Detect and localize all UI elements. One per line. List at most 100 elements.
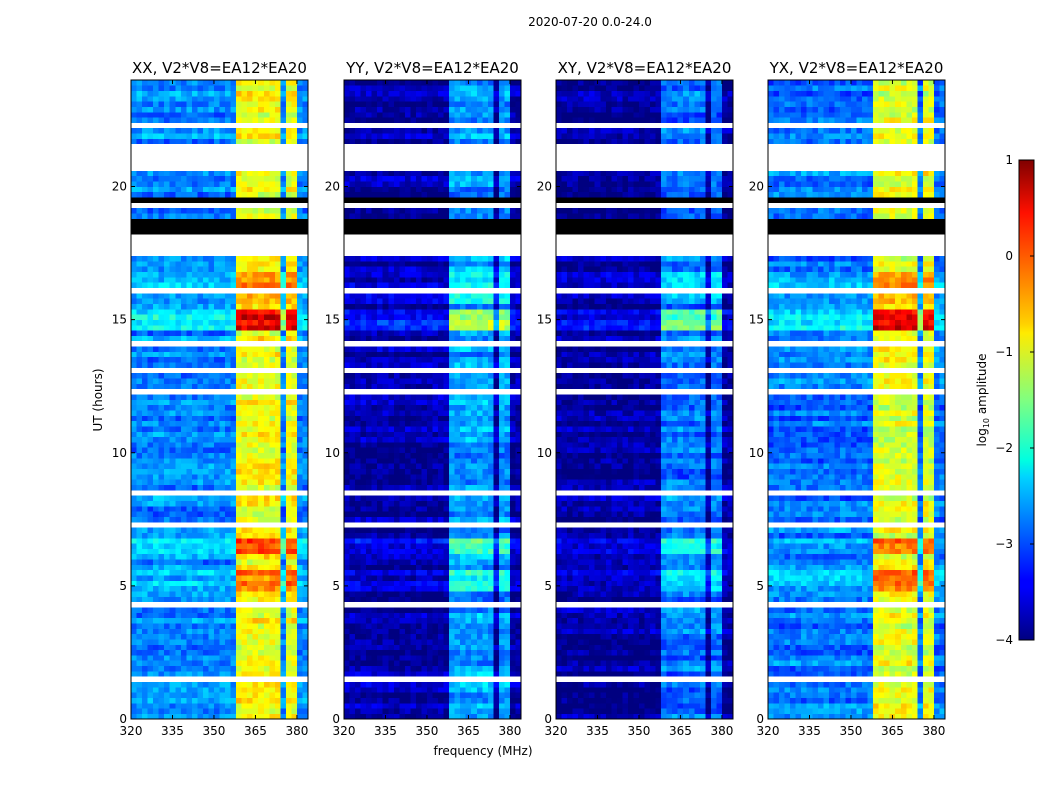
- heatmap-cell: [147, 639, 154, 645]
- heatmap-cell: [219, 692, 226, 699]
- heatmap-cell: [285, 122, 292, 129]
- heatmap-cell: [258, 697, 265, 704]
- heatmap-cell: [213, 138, 220, 145]
- heatmap-cell: [219, 394, 226, 400]
- heatmap-cell: [175, 623, 182, 629]
- heatmap-cell: [219, 468, 226, 475]
- heatmap-cell: [186, 308, 193, 315]
- heatmap-cell: [197, 447, 204, 454]
- heatmap-cell: [225, 484, 231, 491]
- heatmap-cell: [360, 564, 367, 571]
- heatmap-cell: [269, 703, 276, 709]
- heatmap-cell: [274, 378, 281, 384]
- heatmap-cell: [280, 229, 287, 235]
- heatmap-cell: [136, 655, 143, 661]
- heatmap-cell: [230, 681, 237, 688]
- heatmap-cell: [498, 639, 505, 645]
- heatmap-cell: [158, 564, 165, 571]
- heatmap-cell: [280, 426, 287, 432]
- heatmap-cell: [136, 324, 143, 331]
- heatmap-cell: [131, 607, 137, 613]
- heatmap-cell: [197, 665, 204, 672]
- heatmap-cell: [285, 479, 292, 486]
- heatmap-cell: [355, 553, 361, 560]
- heatmap-cell: [131, 324, 137, 331]
- heatmap-cell: [263, 692, 270, 699]
- heatmap-cell: [180, 495, 187, 501]
- heatmap-cell: [302, 372, 309, 379]
- heatmap-cell: [236, 644, 242, 651]
- heatmap-cell: [274, 340, 281, 347]
- heatmap-cell: [269, 596, 276, 603]
- heatmap-cell: [263, 426, 270, 432]
- heatmap-cell: [136, 330, 143, 336]
- heatmap-cell: [236, 665, 242, 672]
- heatmap-cell: [180, 159, 187, 166]
- heatmap-cell: [388, 660, 395, 667]
- heatmap-cell: [274, 623, 281, 629]
- heatmap-cell: [180, 708, 187, 714]
- heatmap-cell: [487, 639, 494, 645]
- heatmap-cell: [208, 133, 215, 139]
- heatmap-cell: [366, 713, 372, 720]
- heatmap-cell: [186, 250, 193, 257]
- heatmap-cell: [247, 607, 253, 613]
- heatmap-cell: [355, 617, 361, 624]
- heatmap-cell: [236, 521, 242, 528]
- heatmap-cell: [252, 154, 259, 161]
- heatmap-cell: [291, 474, 298, 480]
- heatmap-cell: [349, 564, 356, 571]
- heatmap-cell: [202, 697, 209, 704]
- heatmap-cell: [180, 202, 187, 209]
- heatmap-cell: [291, 681, 298, 688]
- heatmap-cell: [302, 660, 309, 667]
- heatmap-cell: [382, 660, 389, 667]
- heatmap-cell: [236, 569, 242, 576]
- heatmap-cell: [247, 474, 253, 480]
- heatmap-cell: [360, 633, 367, 640]
- heatmap-cell: [285, 575, 292, 581]
- heatmap-cell: [388, 601, 395, 608]
- heatmap-cell: [302, 463, 309, 470]
- heatmap-cell: [225, 394, 231, 400]
- heatmap-cell: [186, 644, 193, 651]
- heatmap-cell: [158, 111, 165, 118]
- heatmap-cell: [258, 85, 265, 91]
- heatmap-cell: [274, 399, 281, 406]
- heatmap-cell: [197, 697, 204, 704]
- heatmap-cell: [296, 197, 303, 203]
- heatmap-cell: [269, 388, 276, 395]
- heatmap-cell: [202, 202, 209, 209]
- heatmap-cell: [302, 617, 309, 624]
- heatmap-cell: [147, 335, 154, 342]
- heatmap-cell: [443, 687, 450, 693]
- heatmap-cell: [191, 255, 198, 262]
- heatmap-cell: [252, 340, 259, 347]
- heatmap-cell: [410, 692, 417, 699]
- heatmap-cell: [291, 490, 298, 496]
- heatmap-cell: [426, 575, 433, 581]
- heatmap-cell: [241, 191, 248, 198]
- heatmap-cell: [158, 410, 165, 416]
- heatmap-cell: [131, 506, 137, 512]
- heatmap-cell: [302, 399, 309, 406]
- heatmap-cell: [131, 484, 137, 491]
- heatmap-cell: [175, 95, 182, 102]
- heatmap-cell: [136, 436, 143, 443]
- heatmap-cell: [241, 671, 248, 677]
- heatmap-cell: [252, 585, 259, 592]
- heatmap-cell: [498, 655, 505, 661]
- heatmap-cell: [136, 495, 143, 501]
- heatmap-cell: [415, 633, 422, 640]
- heatmap-cell: [180, 191, 187, 198]
- heatmap-cell: [302, 319, 309, 326]
- heatmap-cell: [197, 308, 204, 315]
- heatmap-cell: [164, 521, 171, 528]
- heatmap-cell: [169, 367, 176, 374]
- heatmap-cell: [202, 692, 209, 699]
- heatmap-cell: [230, 495, 237, 501]
- heatmap-cell: [213, 537, 220, 544]
- heatmap-cell: [504, 607, 511, 613]
- heatmap-cell: [219, 80, 226, 86]
- heatmap-cell: [219, 255, 226, 262]
